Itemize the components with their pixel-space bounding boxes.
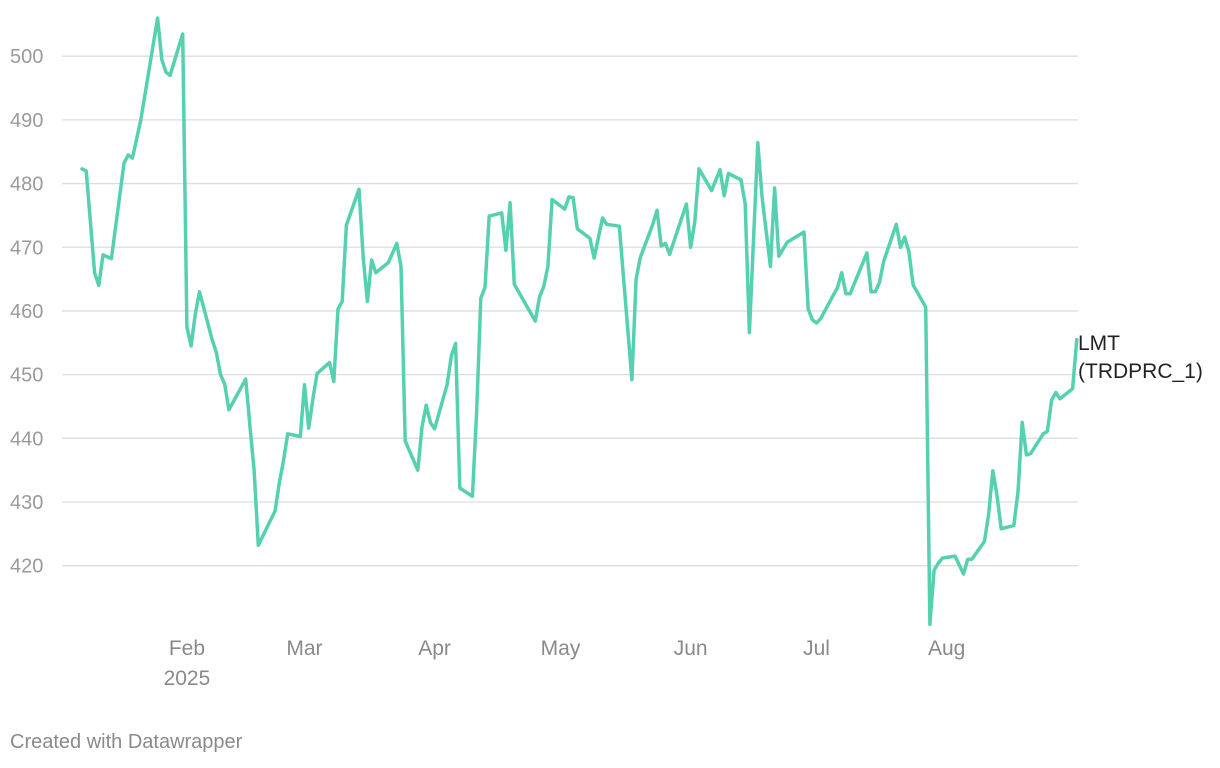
y-tick-label-470: 470 xyxy=(10,237,43,259)
series-label-line-1: (TRDPRC_1) xyxy=(1078,360,1203,383)
y-tick-label-490: 490 xyxy=(10,110,43,132)
y-tick-label-460: 460 xyxy=(10,301,43,323)
x-tick-label-may: May xyxy=(541,637,581,660)
series-line-lmt xyxy=(80,16,1079,627)
y-tick-label-500: 500 xyxy=(10,46,43,68)
y-tick-label-420: 420 xyxy=(10,556,43,578)
y-tick-label-450: 450 xyxy=(10,365,43,387)
x-tick-label-apr: Apr xyxy=(418,637,451,660)
series-label-line-0: LMT xyxy=(1078,332,1120,355)
x-tick-label-feb: Feb xyxy=(169,637,205,660)
credit-text: Created with Datawrapper xyxy=(10,731,243,753)
series-layer xyxy=(80,16,1079,627)
x-tick-sublabel-year: 2025 xyxy=(164,667,211,690)
y-tick-label-480: 480 xyxy=(10,174,43,196)
x-tick-label-aug: Aug xyxy=(928,637,965,660)
grid-lines xyxy=(62,55,1078,567)
x-tick-label-jun: Jun xyxy=(674,637,708,660)
x-tick-label-jul: Jul xyxy=(803,637,830,660)
y-tick-label-440: 440 xyxy=(10,428,43,450)
x-tick-label-mar: Mar xyxy=(286,637,322,660)
series-label-layer: LMT (TRDPRC_1) xyxy=(1078,332,1203,383)
y-tick-label-430: 430 xyxy=(10,492,43,514)
x-axis-ticks: Feb 2025 Mar Apr May Jun Jul Aug xyxy=(164,637,966,690)
y-axis-ticks: 420 430 440 450 460 470 480 490 500 xyxy=(10,46,43,577)
